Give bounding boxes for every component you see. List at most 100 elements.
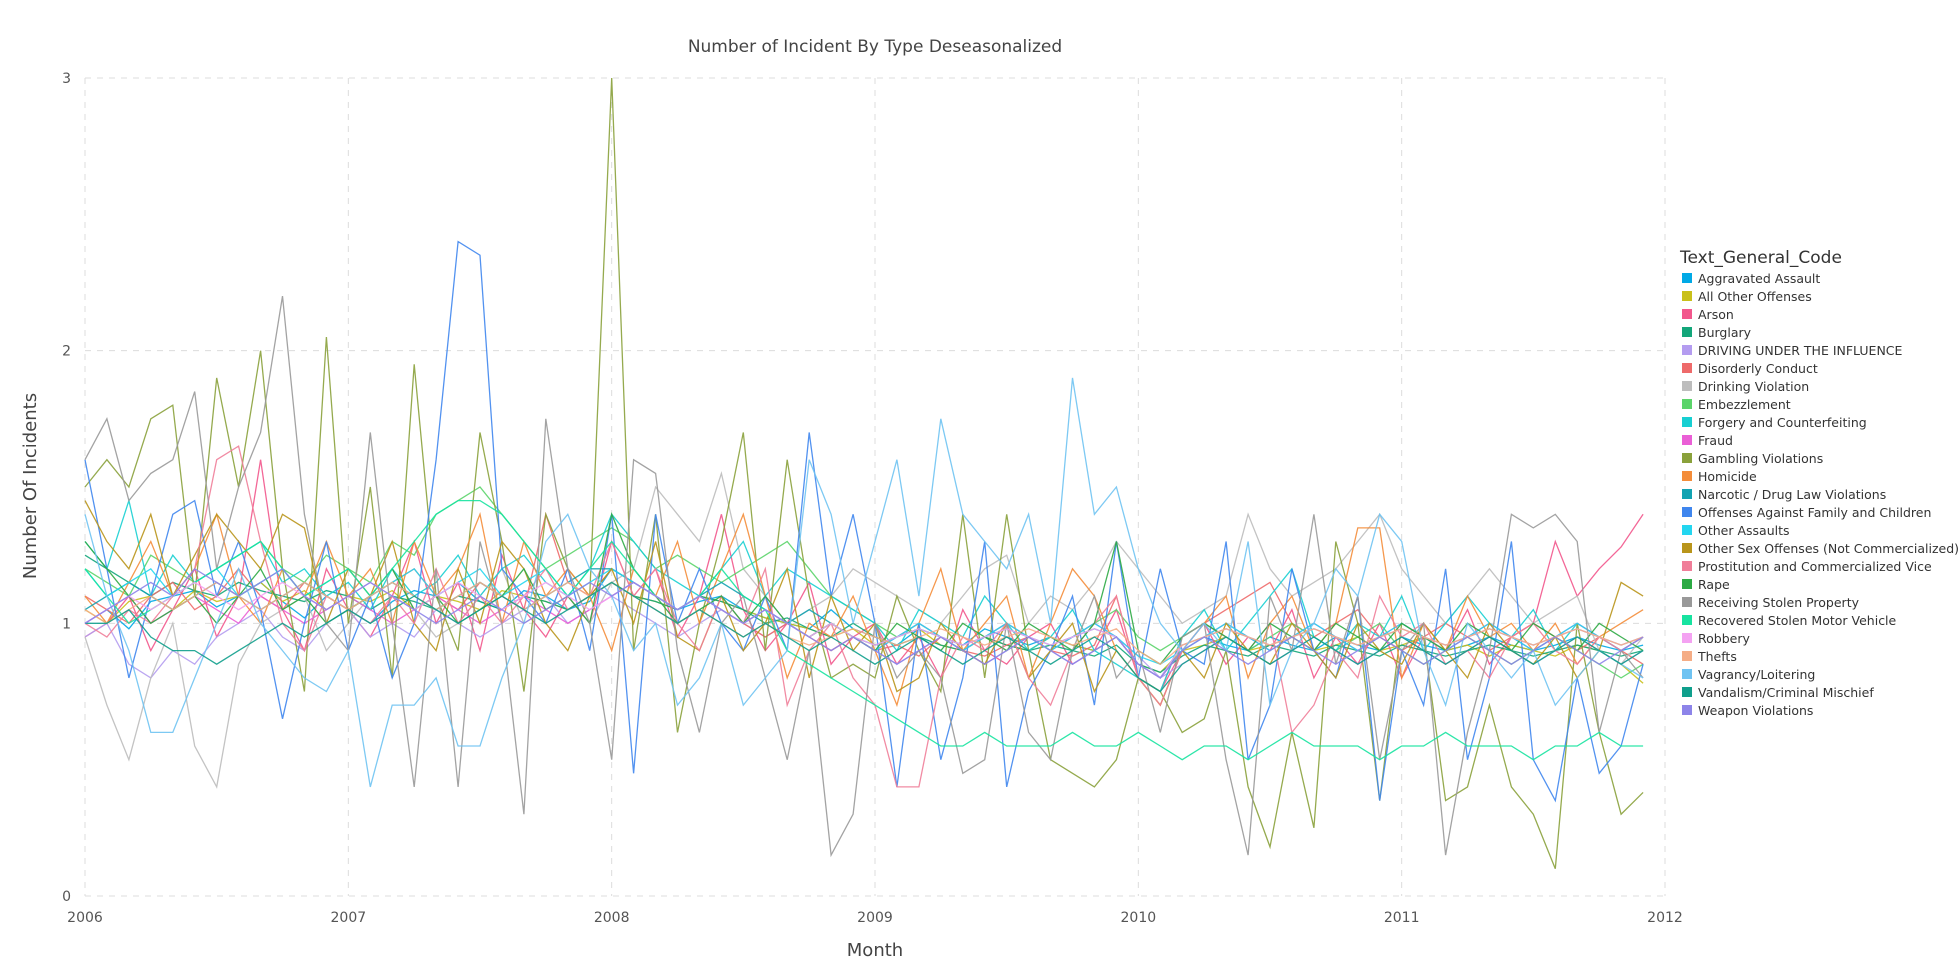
legend-label: Rape [1698,577,1730,592]
x-tick-label: 2011 [1384,910,1420,926]
x-axis-title: Month [847,940,903,961]
y-tick-label: 2 [62,344,71,360]
series-line-homicide [84,512,1644,708]
legend-swatch [1682,561,1692,571]
legend-label: Arson [1698,307,1734,322]
legend-item-disorderly-conduct[interactable]: Disorderly Conduct [1682,361,1818,376]
legend-item-embezzlement[interactable]: Embezzlement [1682,397,1791,412]
legend-title: Text_General_Code [1679,248,1842,268]
legend-item-receiving-stolen-property[interactable]: Receiving Stolen Property [1682,595,1860,610]
legend-label: Vagrancy/Loitering [1698,667,1815,682]
legend-item-other-sex-offenses-not-commercialized[interactable]: Other Sex Offenses (Not Commercialized) [1682,541,1958,556]
legend-swatch [1682,345,1692,355]
legend-swatch [1682,471,1692,481]
legend-item-all-other-offenses[interactable]: All Other Offenses [1682,289,1812,304]
y-axis-title: Number Of Incidents [20,393,41,579]
series-line-vagrancy-loitering [84,377,1644,788]
legend-item-vandalism-criminal-mischief[interactable]: Vandalism/Criminal Mischief [1682,685,1874,700]
legend-label: Receiving Stolen Property [1698,595,1860,610]
legend-swatch [1682,507,1692,517]
legend-item-homicide[interactable]: Homicide [1682,469,1757,484]
legend-swatch [1682,543,1692,553]
series-line-drinking-violation [84,470,1644,789]
legend-label: Robbery [1698,631,1750,646]
legend-item-other-assaults[interactable]: Other Assaults [1682,523,1790,538]
legend-label: DRIVING UNDER THE INFLUENCE [1698,343,1903,358]
legend-item-rape[interactable]: Rape [1682,577,1730,592]
y-tick-labels: 0 1 2 3 [62,71,71,905]
legend-item-thefts[interactable]: Thefts [1682,649,1737,664]
legend-swatch [1682,291,1692,301]
legend-swatch [1682,453,1692,463]
legend-item-recovered-stolen-motor-vehicle[interactable]: Recovered Stolen Motor Vehicle [1682,613,1897,628]
x-gridlines [84,78,1666,896]
legend-label: Aggravated Assault [1698,271,1820,286]
legend-label: Thefts [1697,649,1737,664]
legend-item-prostitution-and-commercialized-vice[interactable]: Prostitution and Commercialized Vice [1682,559,1932,574]
legend-item-offenses-against-family-and-children[interactable]: Offenses Against Family and Children [1682,505,1931,520]
legend-swatch [1682,597,1692,607]
legend-swatch [1682,309,1692,319]
legend-label: Weapon Violations [1698,703,1813,718]
legend-item-forgery-and-counterfeiting[interactable]: Forgery and Counterfeiting [1682,415,1867,430]
legend-swatch [1682,525,1692,535]
x-tick-label: 2007 [331,910,367,926]
legend-item-vagrancy-loitering[interactable]: Vagrancy/Loitering [1682,667,1815,682]
legend-label: Other Sex Offenses (Not Commercialized) [1698,541,1958,556]
legend-swatch [1682,489,1692,499]
legend-swatch [1682,633,1692,643]
x-tick-label: 2006 [67,910,103,926]
legend-label: Gambling Violations [1698,451,1823,466]
legend-swatch [1682,435,1692,445]
chart-title: Number of Incident By Type Deseasonalize… [688,37,1062,57]
x-tick-label: 2009 [857,910,893,926]
legend-item-weapon-violations[interactable]: Weapon Violations [1682,703,1813,718]
x-tick-label: 2012 [1647,910,1683,926]
legend-label: Prostitution and Commercialized Vice [1698,559,1932,574]
legend-label: Burglary [1698,325,1752,340]
legend-items: Aggravated Assault All Other Offenses Arso… [1682,271,1958,718]
legend-label: Recovered Stolen Motor Vehicle [1698,613,1897,628]
y-tick-label: 0 [62,889,71,905]
legend-item-gambling-violations[interactable]: Gambling Violations [1682,451,1823,466]
legend-item-fraud[interactable]: Fraud [1682,433,1733,448]
legend-swatch [1682,687,1692,697]
legend-item-driving-under-the-influence[interactable]: DRIVING UNDER THE INFLUENCE [1682,343,1903,358]
series-line-weapon-violations [84,567,1644,679]
series-line-forgery-and-counterfeiting [84,498,1644,693]
series-line-gambling-violations [84,77,1644,869]
legend-item-arson[interactable]: Arson [1682,307,1734,322]
legend-label: Homicide [1698,469,1757,484]
series-line-receiving-stolen-property [84,295,1644,858]
legend-swatch [1682,363,1692,373]
legend-label: Embezzlement [1698,397,1791,412]
series-line-thefts [84,581,1644,666]
legend-item-narcotic-drug-law-violations[interactable]: Narcotic / Drug Law Violations [1682,487,1886,502]
x-tick-label: 2008 [594,910,630,926]
legend-label: Narcotic / Drug Law Violations [1698,487,1886,502]
legend-swatch [1682,615,1692,625]
legend-label: Fraud [1698,433,1733,448]
y-tick-label: 3 [62,71,71,87]
x-tick-label: 2010 [1121,910,1157,926]
legend-label: Disorderly Conduct [1698,361,1818,376]
legend-label: Offenses Against Family and Children [1698,505,1931,520]
legend-swatch [1682,327,1692,337]
legend-label: Other Assaults [1698,523,1790,538]
legend-item-drinking-violation[interactable]: Drinking Violation [1682,379,1809,394]
y-tick-label: 1 [62,616,71,632]
x-tick-labels: 2006 2007 2008 2009 2010 2011 2012 [67,910,1683,926]
legend-swatch [1682,651,1692,661]
legend-label: Vandalism/Criminal Mischief [1698,685,1874,700]
legend-item-burglary[interactable]: Burglary [1682,325,1752,340]
series-line-burglary [84,554,1644,674]
series-line-vandalism-criminal-mischief [85,581,1644,693]
legend-item-aggravated-assault[interactable]: Aggravated Assault [1682,271,1820,286]
legend-label: All Other Offenses [1698,289,1812,304]
series-lines [84,77,1644,869]
legend-swatch [1682,669,1692,679]
legend-item-robbery[interactable]: Robbery [1682,631,1750,646]
series-line-other-sex-offenses-not-commercialized [84,500,1644,707]
legend-swatch [1682,579,1692,589]
